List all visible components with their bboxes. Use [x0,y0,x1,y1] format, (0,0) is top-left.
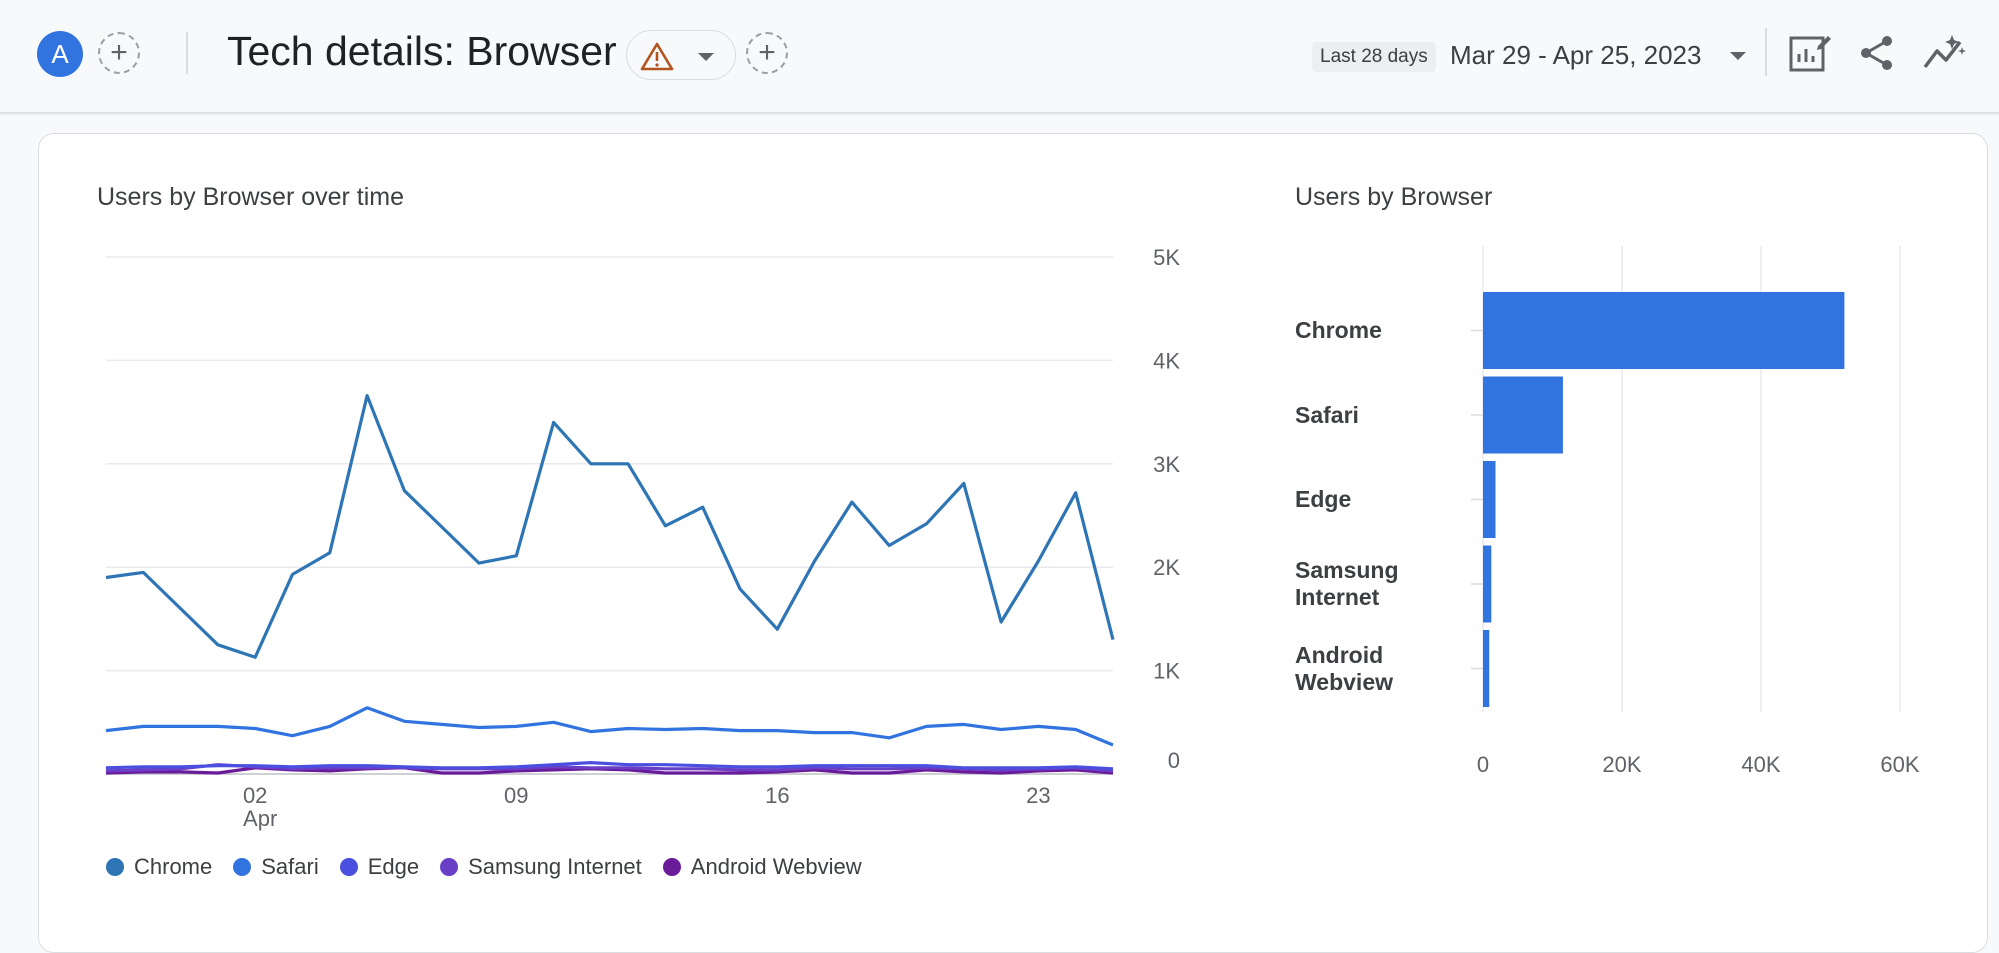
charts-card [38,133,1988,953]
warning-icon [640,42,674,71]
avatar[interactable]: A [37,31,83,77]
legend-label: Samsung Internet [468,854,642,879]
customize-report-icon[interactable] [1788,32,1832,76]
legend-item[interactable]: Samsung Internet [440,854,642,880]
chevron-down-icon [698,53,714,61]
warning-chip[interactable] [626,30,736,80]
line-chart-title: Users by Browser over time [97,183,405,211]
bar-category-label: Android Webview [1295,641,1393,695]
legend-dot [233,858,252,876]
legend-dot [339,858,358,876]
legend-item[interactable]: Edge [339,854,420,880]
bar-category-label: Samsung Internet [1295,557,1399,610]
bar-category-label: Edge [1295,486,1352,512]
share-icon[interactable] [1857,33,1897,73]
legend-item[interactable]: Safari [233,854,319,880]
legend-dot [662,858,681,876]
date-range-label: Mar 29 - Apr 25, 2023 [1450,40,1702,70]
bar-category-label: Safari [1295,401,1359,428]
divider [1765,28,1767,76]
bar-chart-title: Users by Browser [1295,183,1493,211]
legend-label: Edge [367,854,420,879]
page-title: Tech details: Browser [227,28,617,74]
legend-label: Android Webview [690,854,862,879]
legend-item[interactable]: Chrome [106,854,212,880]
add-comparison-button[interactable]: + [98,32,140,74]
add-filter-button[interactable]: + [746,32,788,74]
insights-icon[interactable] [1922,33,1968,73]
bar-category-label: Chrome [1295,317,1382,343]
legend-label: Chrome [134,854,213,879]
line-chart-legend: Chrome Safari Edge Samsung Internet Android … [106,854,883,880]
plus-icon: + [110,36,128,69]
date-range-picker[interactable]: Mar 29 - Apr 25, 2023 [1450,40,1701,71]
legend-dot [440,858,459,876]
legend-label: Safari [261,854,319,879]
divider [186,32,188,74]
top-bar: A + Tech details: Browser + Last 28 days… [0,0,1999,113]
chevron-down-icon[interactable] [1728,50,1748,62]
plus-icon: + [758,36,776,69]
date-badge: Last 28 days [1312,42,1436,72]
legend-item[interactable]: Android Webview [662,854,862,880]
legend-dot [106,858,124,876]
